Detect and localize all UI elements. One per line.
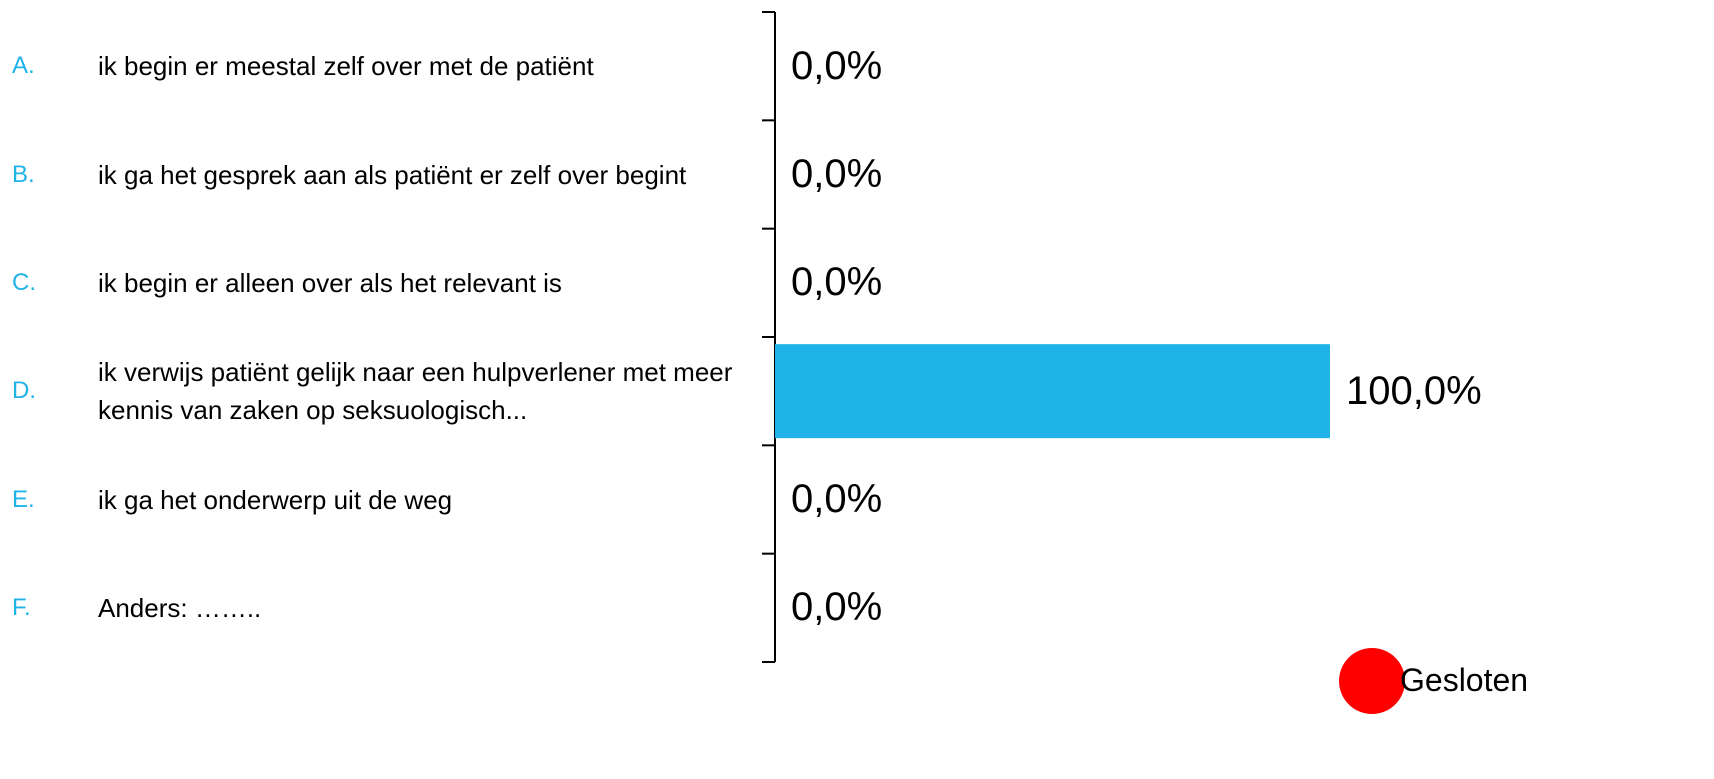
status-indicator	[1339, 648, 1405, 714]
option-letter: A.	[12, 52, 35, 80]
value-label: 0,0%	[791, 43, 883, 88]
value-label: 0,0%	[791, 585, 883, 630]
option-label: Anders: ……..	[98, 592, 262, 623]
option-letter: B.	[12, 160, 35, 188]
status-label: Gesloten	[1400, 662, 1529, 698]
option-label: ik begin er alleen over als het relevant…	[98, 267, 562, 298]
value-label: 0,0%	[791, 260, 883, 305]
option-letter: C.	[12, 268, 36, 296]
option-label: ik ga het gesprek aan als patiënt er zel…	[98, 159, 687, 190]
value-label: 100,0%	[1346, 368, 1482, 413]
value-label: 0,0%	[791, 477, 883, 521]
option-label: ik verwijs patiënt gelijk naar een hulpv…	[98, 357, 733, 426]
option-letter: F.	[12, 593, 31, 621]
option-label: ik begin er meestal zelf over met de pat…	[98, 51, 594, 82]
option-letter: E.	[12, 485, 35, 513]
value-label: 0,0%	[791, 152, 883, 196]
option-letter: D.	[12, 377, 36, 405]
option-label: ik ga het onderwerp uit de weg	[98, 484, 453, 515]
bar	[775, 344, 1330, 439]
